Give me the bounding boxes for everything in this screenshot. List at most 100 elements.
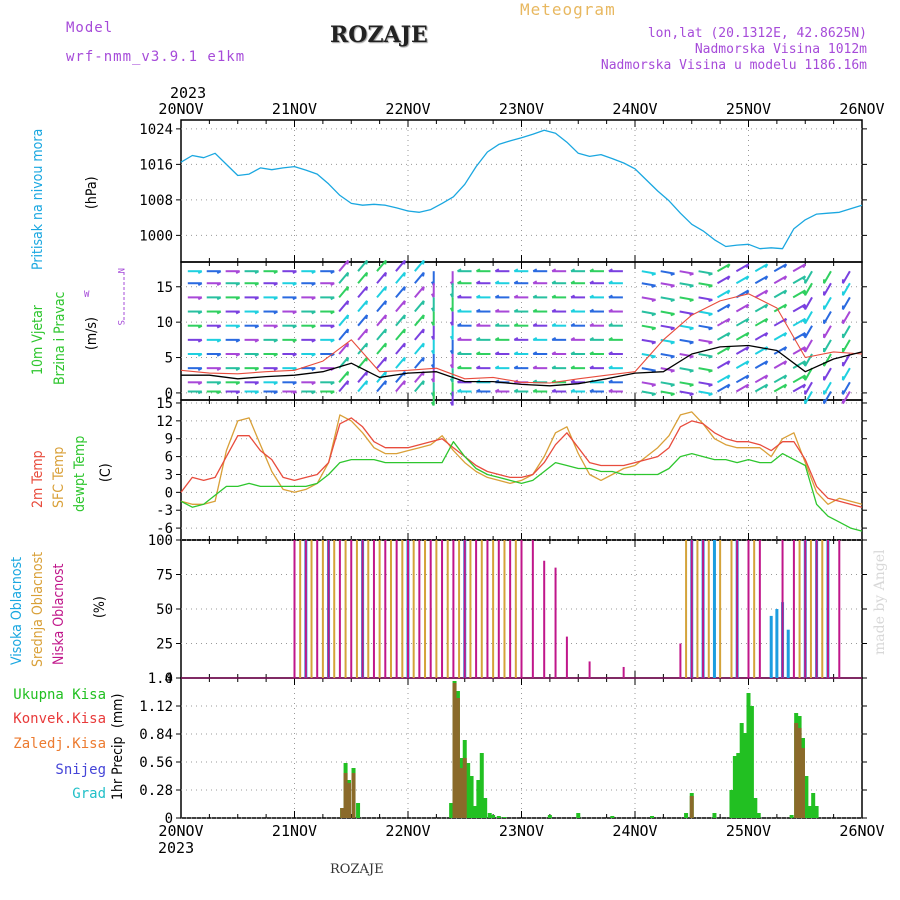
wind-arrow-head bbox=[589, 351, 594, 355]
wind-arrow bbox=[754, 289, 768, 299]
wind-arrow-head bbox=[403, 260, 406, 265]
wind-arrow-head bbox=[494, 280, 500, 285]
y-tick-label: -6 bbox=[156, 521, 173, 537]
compass-west-label: W bbox=[84, 290, 90, 300]
wind-arrow bbox=[792, 360, 806, 370]
wind-arrow-head bbox=[235, 324, 241, 329]
wind-arrow-head bbox=[513, 365, 519, 370]
wind-arrow-head bbox=[570, 280, 576, 285]
y-tick-label: 1016 bbox=[139, 157, 173, 173]
wind-arrow-head bbox=[330, 324, 335, 329]
x-tick-label-bottom: 24NOV bbox=[612, 822, 657, 840]
y-tick-label: 25 bbox=[156, 637, 173, 653]
wind-arrow-head bbox=[708, 392, 713, 397]
wind-arrow-head bbox=[608, 379, 613, 384]
wind-arrow bbox=[823, 296, 832, 311]
wind-arrow-head bbox=[726, 304, 731, 309]
wind-arrow-head bbox=[273, 390, 278, 395]
wind-arrow-head bbox=[216, 310, 222, 315]
y-tick-label: -3 bbox=[156, 503, 173, 519]
wind-arrow bbox=[679, 367, 694, 372]
wind-arrow bbox=[679, 270, 694, 275]
wind-arrow bbox=[735, 303, 750, 313]
wind-arrow-head bbox=[651, 392, 656, 397]
wind-arrow bbox=[842, 311, 851, 325]
wind-arrow bbox=[754, 374, 768, 384]
wind-arrow-head bbox=[273, 282, 278, 287]
wind-arrow bbox=[376, 314, 387, 327]
wind-arrow-head bbox=[422, 286, 425, 291]
wind-arrow-head bbox=[475, 351, 481, 355]
total-precip-bar bbox=[496, 816, 501, 818]
wind-arrow-head bbox=[475, 308, 481, 313]
y-tick-label: 15 bbox=[156, 396, 173, 412]
wind-arrow-head bbox=[430, 401, 435, 406]
wind-arrow bbox=[698, 390, 713, 395]
wind-arrow-head bbox=[708, 369, 713, 373]
wind-arrow-head bbox=[330, 381, 335, 386]
wind-arrow-head bbox=[235, 353, 241, 357]
wind-arrow-head bbox=[384, 328, 387, 334]
wind-arrow-head bbox=[670, 313, 675, 317]
wind-arrow bbox=[679, 338, 694, 344]
wind-arrow-head bbox=[235, 381, 241, 386]
wind-arrow bbox=[679, 390, 694, 395]
wind-arrow bbox=[660, 324, 675, 330]
y-tick-label: 0.56 bbox=[139, 755, 173, 771]
total-precip-bar bbox=[732, 756, 737, 818]
wind-arrow-head bbox=[764, 289, 769, 295]
wind-arrow-head bbox=[551, 308, 557, 313]
total-precip-bar bbox=[356, 803, 361, 818]
wind-arrow bbox=[716, 360, 731, 370]
y-tick-label: 10 bbox=[156, 315, 173, 331]
conv-precip-bar bbox=[455, 698, 460, 818]
wind-arrow-head bbox=[311, 282, 316, 287]
wind-arrow-head bbox=[726, 346, 731, 351]
wind-arrow bbox=[823, 311, 832, 325]
wind-arrow-head bbox=[689, 392, 694, 397]
wind-arrow-head bbox=[551, 280, 557, 285]
wind-arrow-head bbox=[764, 332, 769, 337]
wind-arrow bbox=[773, 383, 787, 393]
wind-arrow bbox=[842, 296, 851, 311]
wind-arrow-head bbox=[764, 304, 769, 309]
wind-arrow-head bbox=[670, 392, 675, 397]
wind-arrow-head bbox=[651, 272, 656, 276]
wind-arrow-head bbox=[403, 272, 406, 277]
wind-arrow bbox=[338, 271, 349, 284]
wind-arrow-head bbox=[235, 270, 241, 274]
wind-arrow-head bbox=[216, 270, 222, 274]
wind-arrow-head bbox=[430, 364, 435, 369]
wind-arrow-head bbox=[430, 378, 435, 383]
wind-arrow-head bbox=[422, 380, 425, 385]
wind-arrow bbox=[660, 270, 675, 275]
wind-gust-line bbox=[180, 293, 863, 384]
wind-arrow-head bbox=[670, 298, 675, 303]
wind-arrow-head bbox=[475, 294, 481, 299]
wind-arrow-head bbox=[475, 365, 481, 370]
wind-arrow bbox=[773, 346, 787, 355]
wind-arrow bbox=[735, 360, 750, 370]
wind-arrow-head bbox=[745, 383, 750, 389]
wind-arrow-head bbox=[708, 298, 713, 303]
wind-arrow-head bbox=[570, 365, 576, 370]
x-tick-label-top: 24NOV bbox=[612, 100, 657, 118]
wind-arrow bbox=[792, 346, 806, 355]
wind-arrow-head bbox=[449, 401, 454, 406]
legend-snow: Snijeg bbox=[55, 762, 106, 778]
wind-arrow-head bbox=[422, 357, 425, 362]
wind-arrow bbox=[716, 289, 731, 299]
wind-arrow bbox=[698, 367, 713, 372]
wind-arrow-head bbox=[384, 380, 387, 385]
wind-arrow bbox=[735, 383, 750, 393]
wind-arrow-head bbox=[570, 322, 576, 327]
wind-arrow-head bbox=[475, 388, 481, 393]
wind-arrow-head bbox=[532, 308, 538, 313]
wind-arrow bbox=[641, 381, 656, 386]
conv-precip-bar bbox=[797, 728, 802, 818]
footer-location: ROZAJE bbox=[330, 862, 384, 877]
wind-arrow-head bbox=[235, 338, 241, 343]
wind-arrow-head bbox=[384, 343, 387, 348]
wind-arrow-head bbox=[346, 343, 350, 348]
